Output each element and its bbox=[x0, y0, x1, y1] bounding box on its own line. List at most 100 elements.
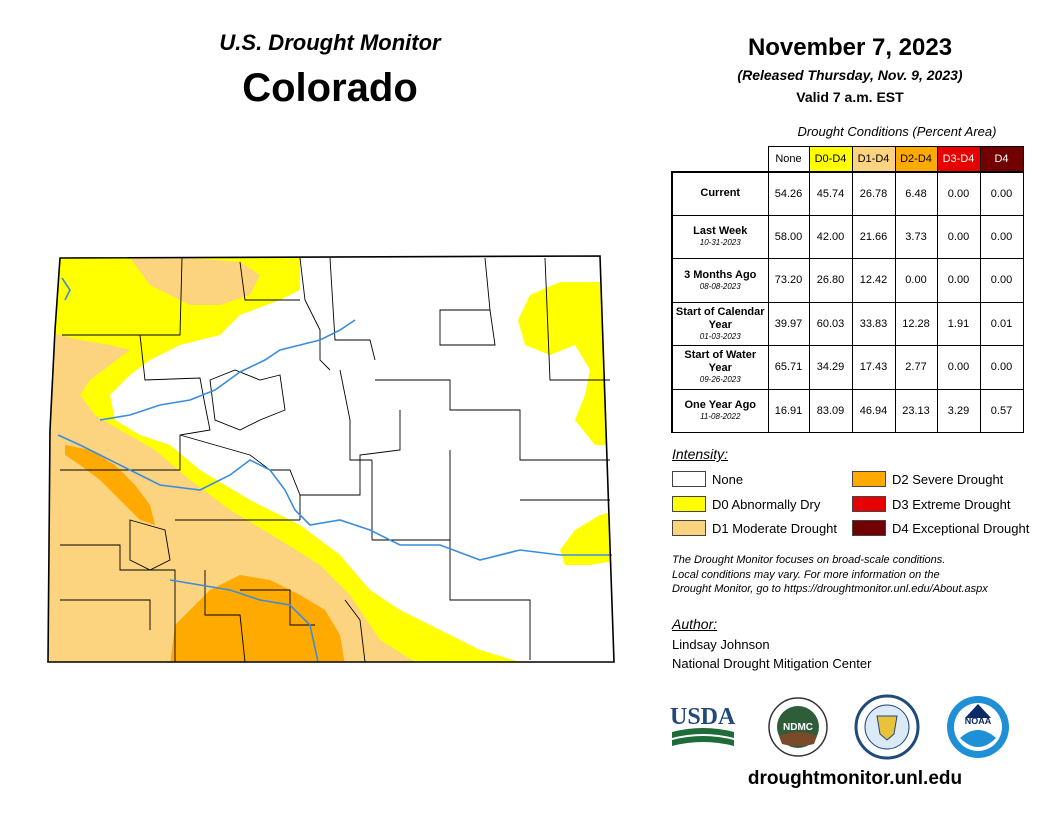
table-cell: 60.03 bbox=[808, 301, 853, 346]
table-cell: 26.80 bbox=[808, 258, 853, 303]
release-date: (Released Thursday, Nov. 9, 2023) bbox=[737, 67, 963, 83]
legend-label: D0 Abnormally Dry bbox=[712, 496, 821, 512]
legend-item-d2: D2 Severe Drought bbox=[852, 471, 1003, 487]
table-cell: 21.66 bbox=[851, 214, 896, 259]
colorado-drought-map bbox=[47, 255, 615, 663]
table-cell: 0.00 bbox=[979, 214, 1024, 259]
legend-swatch bbox=[852, 496, 886, 512]
table-cell: 23.13 bbox=[894, 388, 938, 433]
col-d3-d4: D3-D4 bbox=[936, 146, 981, 172]
d0-area-southeast bbox=[560, 510, 614, 565]
table-cell: 3.73 bbox=[894, 214, 938, 259]
legend-label: D3 Extreme Drought bbox=[892, 496, 1011, 512]
col-none: None bbox=[767, 146, 810, 172]
row-label: Current bbox=[671, 170, 769, 216]
county-lines bbox=[60, 257, 610, 663]
author-title: Author: bbox=[672, 616, 718, 632]
noaa-logo-text: NOAA bbox=[965, 716, 992, 726]
table-cell: 0.00 bbox=[979, 345, 1024, 390]
table-cell: 3.29 bbox=[936, 388, 981, 433]
rivers bbox=[57, 277, 612, 663]
map-date: November 7, 2023 bbox=[747, 34, 953, 61]
table-cell: 65.71 bbox=[767, 345, 810, 390]
usda-logo: USDA bbox=[670, 704, 736, 746]
usda-logo-text: USDA bbox=[670, 704, 736, 730]
legend-item-d1: D1 Moderate Drought bbox=[672, 520, 837, 536]
row-label-text: Last Week bbox=[693, 225, 748, 238]
legend-swatch bbox=[672, 471, 706, 487]
table-cell: 0.00 bbox=[936, 170, 981, 216]
table-cell: 6.48 bbox=[894, 170, 938, 216]
table-row: Start of Calendar Year 01-03-2023 39.97 60.… bbox=[671, 301, 1024, 346]
table-caption: Drought Conditions (Percent Area) bbox=[797, 124, 997, 139]
table-cell: 0.57 bbox=[979, 388, 1024, 433]
table-cell: 0.00 bbox=[979, 170, 1024, 216]
legend-swatch bbox=[852, 471, 886, 487]
d1-area-west bbox=[48, 330, 420, 662]
author-org: National Drought Mitigation Center bbox=[672, 656, 872, 671]
partner-logos: USDA NDMC NOAA bbox=[670, 694, 1009, 760]
doc-seal-logo bbox=[854, 694, 920, 760]
col-d4: D4 bbox=[979, 146, 1024, 172]
d2-area-south bbox=[170, 575, 345, 662]
table-cell: 0.00 bbox=[936, 258, 981, 303]
table-cell: 58.00 bbox=[767, 214, 810, 259]
drought-conditions-table: None D0-D4 D1-D4 D2-D4 D3-D4 D4 Current 5… bbox=[671, 146, 1024, 433]
legend-label: D1 Moderate Drought bbox=[712, 520, 838, 536]
legend-item-d4: D4 Exceptional Drought bbox=[852, 520, 1029, 536]
table-cell: 17.43 bbox=[851, 345, 896, 390]
ndmc-logo: NDMC bbox=[768, 697, 828, 757]
table-cell: 1.91 bbox=[936, 301, 981, 346]
table-row: 3 Months Ago 08-08-2023 73.20 26.80 12.42 0.0… bbox=[671, 258, 1024, 303]
table-cell: 42.00 bbox=[808, 214, 853, 259]
row-label: Start of Water Year 09-26-2023 bbox=[671, 345, 769, 390]
row-label-text: Start of Calendar Year bbox=[675, 305, 765, 331]
table-cell: 26.78 bbox=[851, 170, 896, 216]
col-d2-d4: D2-D4 bbox=[894, 146, 938, 172]
valid-time: Valid 7 a.m. EST bbox=[796, 89, 904, 105]
table-row: Last Week 10-31-2023 58.00 42.00 21.66 3.73 0.… bbox=[671, 214, 1024, 259]
row-date: 10-31-2023 bbox=[699, 238, 741, 248]
table-cell: 0.00 bbox=[894, 258, 938, 303]
d1-area-north bbox=[130, 258, 260, 305]
legend-swatch bbox=[672, 520, 706, 536]
row-label: 3 Months Ago 08-08-2023 bbox=[671, 258, 769, 303]
disclaimer-note: The Drought Monitor focuses on broad-sca… bbox=[672, 553, 1052, 597]
table-cell: 0.00 bbox=[936, 345, 981, 390]
row-label: Last Week 10-31-2023 bbox=[671, 214, 769, 259]
table-row: Start of Water Year 09-26-2023 65.71 34.29 1… bbox=[671, 345, 1024, 390]
row-date: 01-03-2023 bbox=[699, 331, 741, 341]
noaa-logo: NOAA bbox=[947, 696, 1009, 758]
website-link[interactable]: droughtmonitor.unl.edu bbox=[747, 768, 963, 789]
d0-area-northeast bbox=[518, 282, 614, 445]
state-outline bbox=[47, 255, 615, 663]
row-date: 09-26-2023 bbox=[699, 375, 741, 385]
legend-item-d0: D0 Abnormally Dry bbox=[672, 496, 820, 512]
table-cell: 39.97 bbox=[767, 301, 810, 346]
table-row: Current 54.26 45.74 26.78 6.48 0.00 0.00 bbox=[671, 170, 1024, 216]
table-row: One Year Ago 11-08-2022 16.91 83.09 46.94 23.… bbox=[671, 388, 1024, 433]
author-name: Lindsay Johnson bbox=[672, 637, 770, 652]
col-d1-d4: D1-D4 bbox=[851, 146, 896, 172]
row-label-text: 3 Months Ago bbox=[684, 268, 757, 281]
table-cell: 45.74 bbox=[808, 170, 853, 216]
note-line: The Drought Monitor focuses on broad-sca… bbox=[672, 554, 946, 566]
legend-swatch bbox=[852, 520, 886, 536]
row-label: Start of Calendar Year 01-03-2023 bbox=[671, 301, 769, 346]
legend-label: None bbox=[712, 471, 744, 487]
row-label: One Year Ago 11-08-2022 bbox=[671, 388, 769, 433]
table-cell: 54.26 bbox=[767, 170, 810, 216]
d2-area-west bbox=[65, 445, 155, 525]
legend-label: D2 Severe Drought bbox=[892, 471, 1004, 487]
legend-item-d3: D3 Extreme Drought bbox=[852, 496, 1011, 512]
table-cell: 46.94 bbox=[851, 388, 896, 433]
map-title: Colorado bbox=[242, 66, 418, 110]
table-cell: 0.00 bbox=[979, 258, 1024, 303]
map-subtitle: U.S. Drought Monitor bbox=[219, 30, 441, 55]
row-date: 08-08-2023 bbox=[699, 281, 741, 291]
table-cell: 34.29 bbox=[808, 345, 853, 390]
note-line: Drought Monitor, go to https://droughtmo… bbox=[672, 583, 988, 595]
table-cell: 12.28 bbox=[894, 301, 938, 346]
table-cell: 0.01 bbox=[979, 301, 1024, 346]
table-cell: 73.20 bbox=[767, 258, 810, 303]
